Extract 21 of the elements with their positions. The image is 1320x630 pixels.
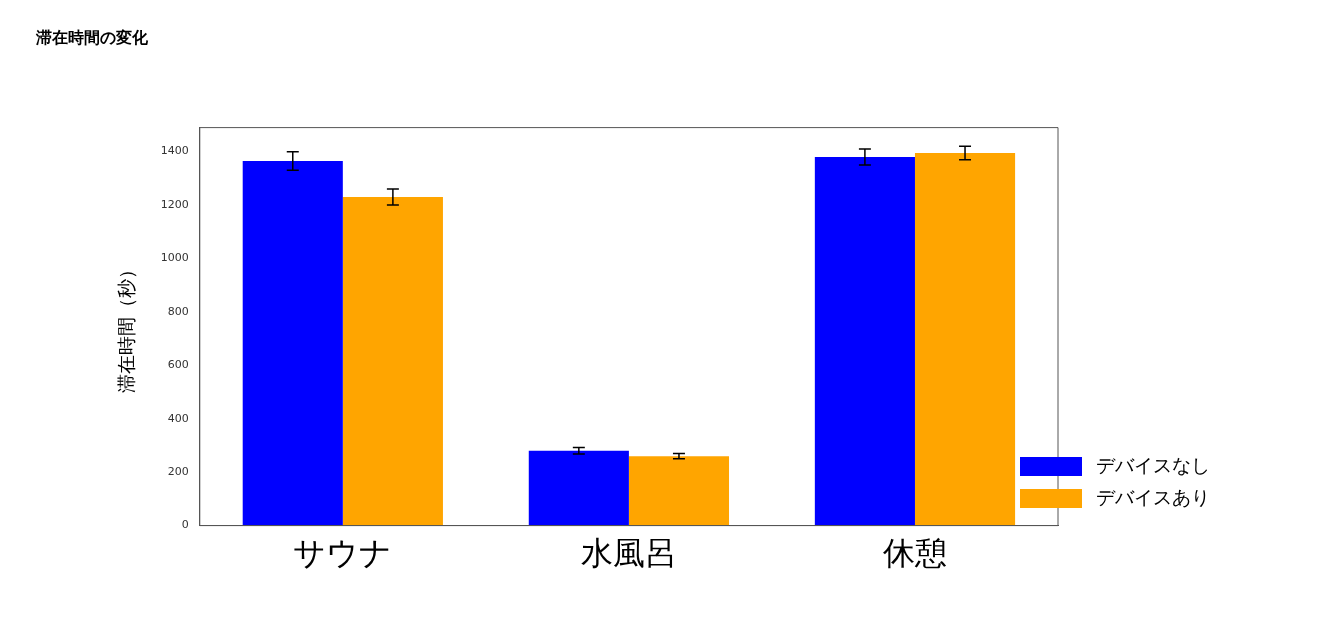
bar <box>814 156 915 526</box>
y-axis-title: 滞在時間（秒） <box>115 260 138 394</box>
y-tick-label: 1200 <box>160 197 189 211</box>
bar <box>528 450 629 526</box>
bar <box>628 456 730 526</box>
y-tick-label: 200 <box>167 465 189 479</box>
y-tick-label: 0 <box>181 518 189 532</box>
chart-title: 滞在時間の変化 <box>36 28 148 49</box>
y-tick-label: 400 <box>167 411 189 425</box>
legend-label: デバイスあり <box>1096 485 1210 510</box>
y-tick-label: 1000 <box>160 251 189 265</box>
y-tick-label: 1400 <box>160 144 189 158</box>
y-tick-label: 800 <box>167 304 189 318</box>
x-tick-label: サウナ <box>293 534 393 573</box>
x-tick-label: 休憩 <box>882 534 947 573</box>
legend-label: デバイスなし <box>1096 453 1210 478</box>
x-tick-label: 水風呂 <box>580 534 677 573</box>
y-tick-label: 600 <box>167 358 189 372</box>
bar <box>914 152 1016 526</box>
bar <box>242 160 343 526</box>
bar <box>342 197 443 526</box>
